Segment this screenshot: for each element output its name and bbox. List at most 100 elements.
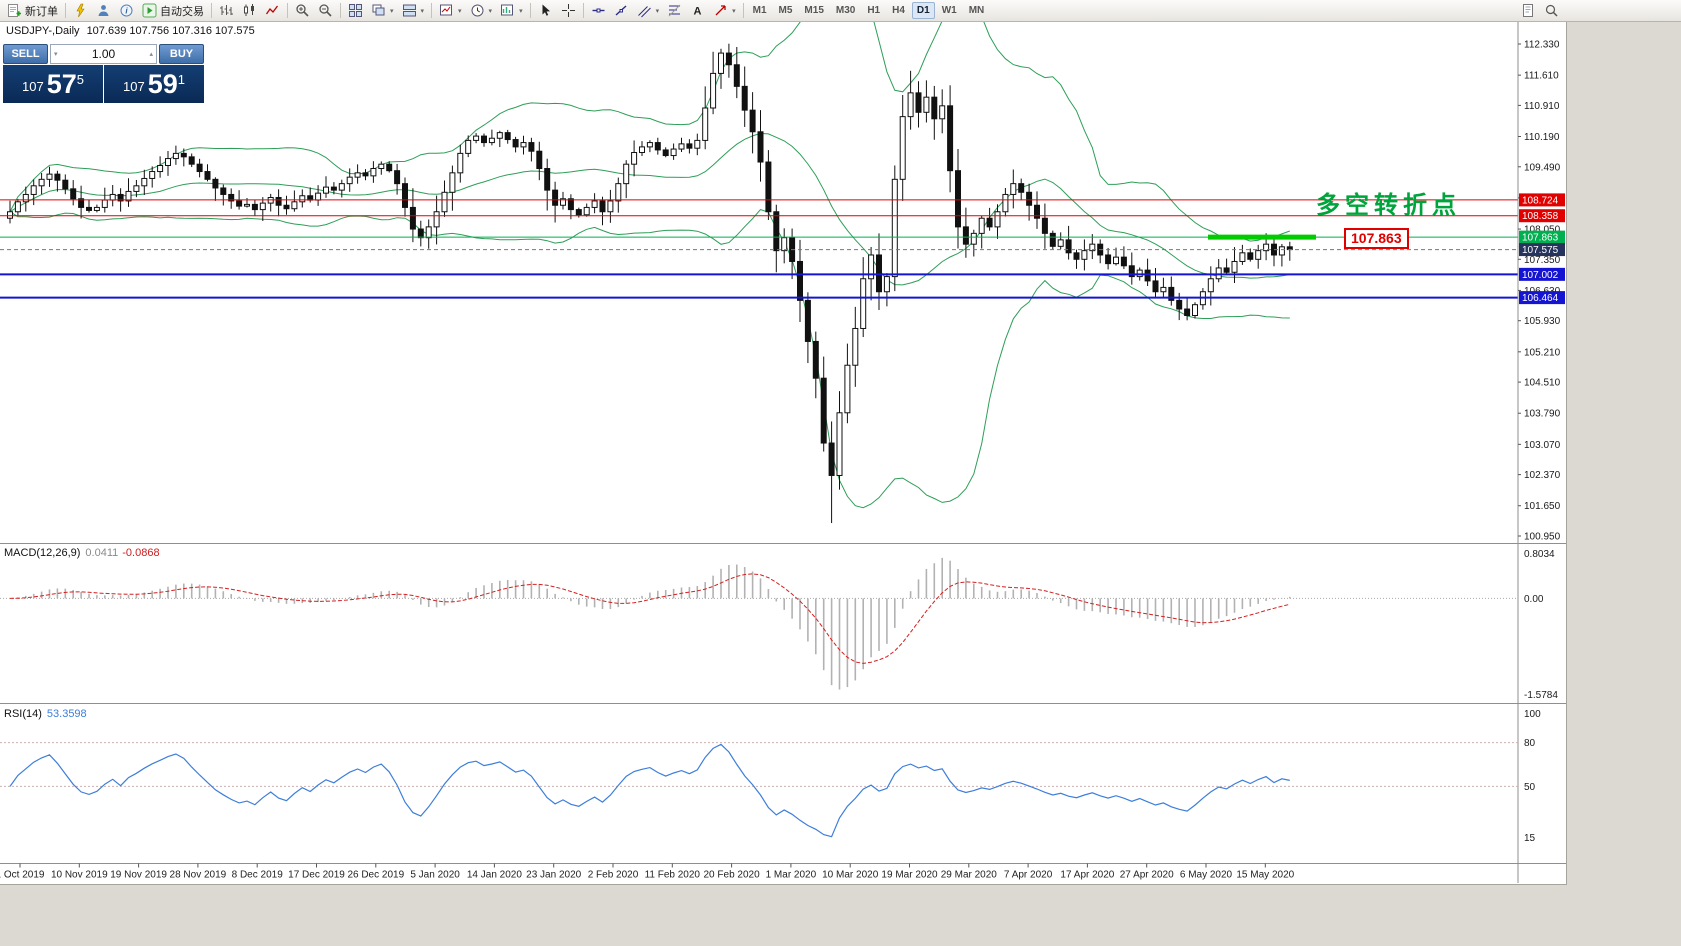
timeframe-h4[interactable]: H4 (887, 2, 910, 19)
zoom-out-button[interactable] (314, 1, 337, 20)
volume-input[interactable]: ▾ 1.00 ▴ (50, 44, 157, 64)
candle (212, 177, 219, 201)
price-axis[interactable]: 112.330 111.610 110.910 110.190 109.490 108.7… (1518, 40, 1561, 543)
panel-separators[interactable] (0, 22, 1566, 883)
candle (955, 149, 961, 249)
timeframe-m30[interactable]: M30 (831, 2, 860, 19)
notifications-button[interactable]: i (115, 1, 138, 20)
timeframe-w1[interactable]: W1 (937, 2, 962, 19)
candle (180, 148, 187, 167)
crosshair-button[interactable] (557, 1, 580, 20)
auto-trading-button[interactable]: 自动交易 (138, 1, 208, 20)
search-button[interactable] (1540, 1, 1563, 20)
candle (828, 421, 835, 524)
toolbar-separator (340, 3, 341, 18)
svg-text:i: i (125, 7, 128, 16)
candle (583, 203, 590, 217)
volume-decrease-button[interactable]: ▾ (54, 49, 58, 58)
candle (1144, 258, 1151, 287)
history-center-button[interactable]: ▾ (466, 1, 497, 20)
candle (1278, 243, 1285, 267)
date-tick-label: 19 Nov 2019 (110, 870, 167, 881)
date-tick-label: 23 Jan 2020 (526, 870, 581, 881)
price-tick-label: 103.070 (1524, 440, 1561, 451)
sell-button[interactable]: SELL (3, 44, 48, 64)
expert-advisors-button[interactable] (69, 1, 92, 20)
candle (749, 92, 756, 154)
bar-chart-button[interactable] (215, 1, 238, 20)
timeframe-h1[interactable]: H1 (862, 2, 885, 19)
candle (654, 137, 661, 155)
candle (923, 80, 930, 123)
candlestick-chart-button[interactable] (238, 1, 261, 20)
channel-button[interactable]: ▾ (633, 1, 664, 20)
chevron-down-icon: ▾ (390, 6, 394, 15)
timeframe-mn[interactable]: MN (964, 2, 990, 19)
candle (520, 135, 527, 155)
macd-axis[interactable]: 0.8034 0.00 -1.5784 (1524, 549, 1558, 701)
indicators-button[interactable]: ▾ (496, 1, 527, 20)
rsi-axis[interactable]: 100 80 50 15 (1524, 709, 1541, 844)
annotation-price-label[interactable]: 107.863 (1344, 228, 1409, 249)
arrows-button[interactable]: ▾ (709, 1, 740, 20)
horizontal-line-button[interactable] (587, 1, 610, 20)
candle (1231, 247, 1238, 284)
tile-windows-button[interactable] (344, 1, 367, 20)
timeframe-m15[interactable]: M15 (799, 2, 828, 19)
candle (528, 137, 535, 162)
level-lines[interactable] (0, 199, 1518, 299)
candle (172, 145, 179, 165)
new-chart-button[interactable]: ▾ (435, 1, 466, 20)
timeframe-m1[interactable]: M1 (748, 2, 772, 19)
sell-price[interactable]: 107 57 5 (3, 65, 103, 103)
level-price-badge: 107.863 (1519, 230, 1565, 244)
candle (733, 47, 740, 99)
volume-increase-button[interactable]: ▴ (149, 49, 153, 58)
fibonacci-button[interactable] (663, 1, 686, 20)
candle (228, 188, 235, 209)
cascade-windows-button[interactable]: ▾ (367, 1, 398, 20)
timeframe-d1[interactable]: D1 (911, 2, 935, 19)
candle (765, 150, 772, 220)
new-order-button[interactable]: 新订单 (3, 1, 62, 20)
candle (291, 190, 298, 212)
date-tick-label: 27 Apr 2020 (1120, 870, 1174, 881)
accounts-button[interactable] (92, 1, 115, 20)
cascade-icon (371, 3, 386, 18)
date-tick-label: 8 Dec 2019 (232, 870, 284, 881)
candle (425, 219, 432, 249)
candle (1041, 203, 1048, 249)
line-chart-button[interactable] (261, 1, 284, 20)
auto-trading-button-label: 自动交易 (160, 5, 204, 18)
arrange-windows-button[interactable]: ▾ (398, 1, 429, 20)
search-icon (1544, 3, 1559, 18)
candle (93, 204, 100, 213)
candle (402, 177, 408, 217)
timeframe-m5[interactable]: M5 (774, 2, 798, 19)
candle (1120, 246, 1127, 270)
candle (78, 185, 85, 219)
page-button[interactable] (1517, 1, 1540, 20)
candle (552, 181, 559, 223)
candle (1097, 239, 1104, 264)
new-chart-icon (439, 3, 454, 18)
date-axis[interactable]: 1 Oct 2019 10 Nov 2019 19 Nov 2019 28 Nov 2… (0, 863, 1295, 881)
candle (1002, 187, 1009, 217)
annotation-turning-point[interactable]: 多空转折点 (1316, 192, 1461, 219)
text-button[interactable]: A (686, 1, 709, 20)
buy-button[interactable]: BUY (159, 44, 204, 64)
candle (157, 156, 164, 178)
zoom-in-button[interactable] (291, 1, 314, 20)
clock-icon (470, 3, 485, 18)
candle (844, 343, 851, 424)
buy-price-head: 107 (123, 79, 145, 94)
candle (907, 70, 914, 130)
cursor-button[interactable] (534, 1, 557, 20)
candle (30, 179, 37, 206)
candle (591, 193, 598, 214)
price-tick-label: 112.330 (1524, 40, 1560, 51)
trendline-button[interactable] (610, 1, 633, 20)
chart-plot[interactable]: 112.330 111.610 110.910 110.190 109.490 108.7… (0, 22, 1566, 884)
candle (504, 129, 511, 144)
buy-price[interactable]: 107 59 1 (104, 65, 204, 103)
